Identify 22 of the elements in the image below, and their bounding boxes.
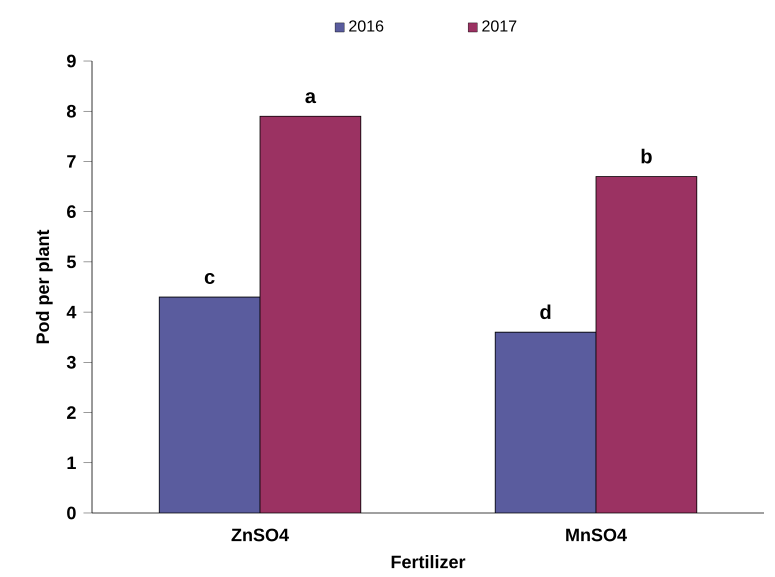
y-tick-label: 6 xyxy=(67,205,76,218)
y-tick-label: 0 xyxy=(67,506,76,520)
annotation: d xyxy=(540,304,550,320)
bar xyxy=(494,332,596,513)
annotation: c xyxy=(204,273,215,284)
legend-label: 2017 xyxy=(482,20,516,32)
y-tick-label: 9 xyxy=(67,54,76,68)
y-tick-label: 1 xyxy=(68,456,76,469)
y-tick-label: 3 xyxy=(66,356,76,369)
x-axis-title: Fertilizer xyxy=(392,555,466,568)
annotation: a xyxy=(305,92,316,104)
y-tick-label: 4 xyxy=(66,306,76,318)
annotation: b xyxy=(642,148,652,164)
bar xyxy=(159,297,260,513)
x-tick-label: ZnSO4 xyxy=(232,528,289,542)
y-axis-title: Pod per plant xyxy=(36,230,53,344)
y-tick-label: 7 xyxy=(67,155,76,168)
y-tick-label: 5 xyxy=(66,256,76,268)
legend-label: 2016 xyxy=(349,20,384,32)
x-tick-label: MnSO4 xyxy=(566,528,627,542)
y-tick-label: 8 xyxy=(66,104,76,118)
y-tick-label: 2 xyxy=(67,406,76,419)
